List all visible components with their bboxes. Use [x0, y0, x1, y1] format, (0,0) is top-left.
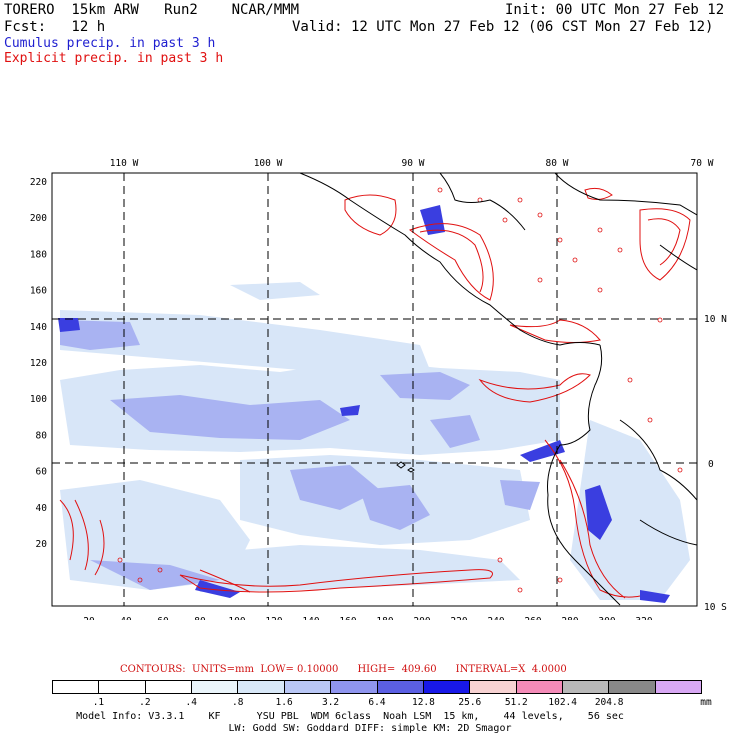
y-tick-label: 220	[30, 177, 47, 188]
graticule	[52, 173, 697, 606]
color-scale-swatch	[655, 681, 702, 693]
y-tick-label: 160	[30, 286, 47, 297]
cumulus-medium-areas	[60, 320, 540, 590]
color-scale-label: 3.2	[321, 697, 340, 708]
x-tick-label: 140	[302, 616, 319, 620]
color-scale-label: 51.2	[504, 697, 528, 708]
color-scale-swatch	[238, 681, 285, 693]
color-scale-bar	[52, 680, 702, 694]
longitude-labels: 110 W 100 W 90 W 80 W 70 W	[110, 158, 714, 169]
lat-label: 10 S	[704, 602, 727, 613]
x-tick-label: 60	[157, 616, 169, 620]
x-tick-label: 120	[265, 616, 282, 620]
y-grid-ticks: 220 200 180 160 140 120 100 80 60 40 20	[30, 177, 47, 550]
y-tick-label: 180	[30, 249, 47, 260]
x-tick-label: 240	[487, 616, 504, 620]
color-scale-swatch	[516, 681, 563, 693]
x-tick-label: 80	[194, 616, 206, 620]
physics-info: LW: Godd SW: Goddard DIFF: simple KM: 2D…	[228, 723, 512, 734]
cumulus-light-areas	[60, 282, 690, 600]
cumulus-legend: Cumulus precip. in past 3 h	[4, 36, 216, 51]
coastlines	[299, 173, 697, 606]
color-scale-label: 102.4	[548, 697, 578, 708]
map-frame	[51, 172, 698, 607]
y-tick-label: 80	[36, 430, 48, 441]
color-scale-label: .8	[231, 697, 244, 708]
model-info: Model Info: V3.3.1 KF YSU PBL WDM 6class…	[76, 711, 624, 722]
y-tick-label: 60	[36, 467, 48, 478]
color-scale-swatch	[377, 681, 424, 693]
color-scale-swatch	[53, 681, 100, 693]
color-scale-swatch	[145, 681, 193, 693]
lat-label: 0	[708, 459, 714, 470]
model-title: TORERO 15km ARW Run2 NCAR/MMM	[4, 2, 300, 18]
color-scale-label: .1	[92, 697, 105, 708]
y-tick-label: 120	[30, 358, 47, 369]
color-scale-unit: mm	[700, 697, 712, 708]
x-tick-label: 280	[561, 616, 578, 620]
color-scale-label: 12.8	[411, 697, 435, 708]
lon-label: 90 W	[402, 158, 425, 169]
forecast-hour: Fcst: 12 h	[4, 19, 106, 35]
x-tick-label: 300	[598, 616, 615, 620]
y-tick-label: 200	[30, 213, 47, 224]
x-grid-ticks: 20 40 60 80 100 120 140 160 180 200 220 240 260 280 30…	[83, 616, 653, 620]
color-scale-label: 1.6	[275, 697, 293, 708]
y-tick-label: 100	[30, 394, 47, 405]
y-tick-label: 20	[36, 539, 48, 550]
precip-fields	[58, 173, 697, 606]
color-scale-swatch	[192, 681, 239, 693]
x-tick-label: 320	[635, 616, 652, 620]
color-scale-swatch	[284, 681, 332, 693]
x-tick-label: 40	[120, 616, 132, 620]
cumulus-heavy-areas	[58, 205, 670, 603]
x-tick-label: 160	[339, 616, 356, 620]
x-tick-label: 200	[413, 616, 430, 620]
color-scale-label: 25.6	[458, 697, 482, 708]
lon-label: 110 W	[110, 158, 139, 169]
latitude-labels: 10 N 0 10 S	[704, 314, 727, 613]
init-time: Init: 00 UTC Mon 27 Feb 12	[505, 2, 725, 18]
x-tick-label: 260	[524, 616, 541, 620]
x-tick-label: 20	[83, 616, 95, 620]
precip-map: 110 W 100 W 90 W 80 W 70 W 10 N 0 10 S 2…	[30, 158, 727, 620]
x-tick-label: 100	[228, 616, 245, 620]
lon-label: 80 W	[546, 158, 569, 169]
lon-label: 100 W	[254, 158, 283, 169]
color-scale-label: .4	[185, 697, 198, 708]
valid-time: Valid: 12 UTC Mon 27 Feb 12 (06 CST Mon …	[292, 19, 714, 35]
color-scale-swatch	[609, 681, 656, 693]
y-tick-label: 140	[30, 322, 47, 333]
explicit-legend: Explicit precip. in past 3 h	[4, 51, 224, 66]
color-scale-swatch	[423, 681, 471, 693]
color-scale-swatch	[562, 681, 610, 693]
color-scale-label: 6.4	[368, 697, 386, 708]
color-scale-swatch	[470, 681, 517, 693]
color-scale-swatch	[331, 681, 378, 693]
color-scale-label: 204.8	[594, 697, 624, 708]
lon-label: 70 W	[691, 158, 714, 169]
lat-label: 10 N	[704, 314, 727, 325]
x-tick-label: 180	[376, 616, 393, 620]
color-scale-label: .2	[139, 697, 151, 708]
color-scale-swatch	[99, 681, 146, 693]
contours-info: CONTOURS: UNITS=mm LOW= 0.10000 HIGH= 40…	[120, 664, 567, 675]
y-tick-label: 40	[36, 503, 48, 514]
x-tick-label: 220	[450, 616, 467, 620]
explicit-precip-scatter	[117, 187, 683, 593]
